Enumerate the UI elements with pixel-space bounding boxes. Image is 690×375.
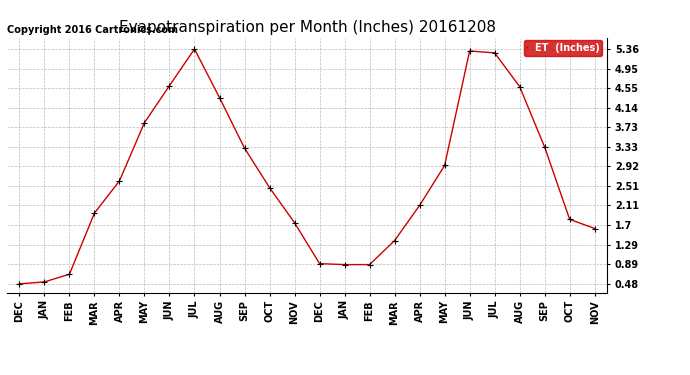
Legend: ET  (Inches): ET (Inches) [524,40,602,56]
Text: Copyright 2016 Cartronics.com: Copyright 2016 Cartronics.com [7,25,178,35]
Title: Evapotranspiration per Month (Inches) 20161208: Evapotranspiration per Month (Inches) 20… [119,20,495,35]
